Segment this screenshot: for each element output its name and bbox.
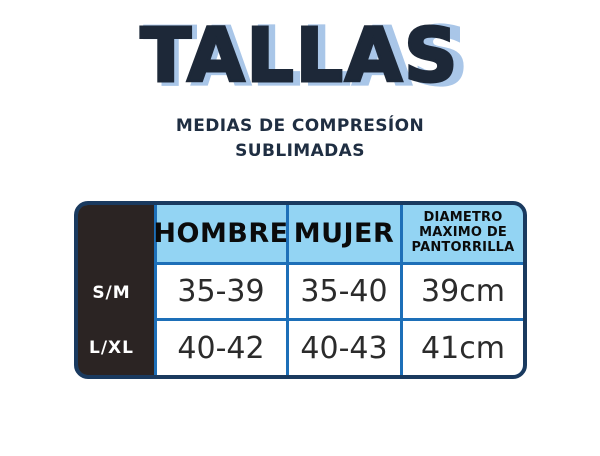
label-column-corner-cell (78, 205, 154, 265)
column-header-diametro-line: MAXIMO DE (419, 225, 507, 241)
size-chart-page: TALLAS TALLAS MEDIAS DE COMPRESÍON SUBLI… (0, 6, 600, 456)
subtitle-line-2: SUBLIMADAS (235, 140, 365, 161)
cell-lxl-mujer: 40-43 (288, 321, 400, 376)
column-header-mujer: MUJER (288, 205, 400, 263)
row-label-lxl: L/XL (89, 337, 134, 358)
cell-sm-hombre: 35-39 (156, 265, 286, 319)
page-subtitle: MEDIAS DE COMPRESÍON SUBLIMADAS (0, 114, 600, 163)
page-title-text: TALLAS (139, 12, 460, 101)
cell-sm-mujer: 35-40 (288, 265, 400, 319)
column-header-diametro-line: DIAMETRO (423, 210, 503, 226)
column-header-diametro-line: PANTORRILLA (411, 240, 515, 256)
subtitle-line-1: MEDIAS DE COMPRESÍON (175, 116, 425, 136)
page-title-shadow: TALLAS (143, 9, 470, 104)
column-header-hombre: HOMBRE (153, 205, 288, 263)
column-header-diametro: DIAMETRO MAXIMO DE PANTORRILLA (402, 205, 523, 263)
cell-lxl-diametro: 41cm (402, 321, 523, 376)
size-label-column: S/M L/XL (77, 205, 154, 376)
page-title: TALLAS TALLAS (0, 6, 600, 106)
row-label-sm: S/M (92, 282, 131, 303)
size-table: S/M L/XL HOMBRE MUJER DIAMETRO MAXIMO DE… (73, 201, 527, 380)
cell-lxl-hombre: 40-42 (156, 321, 286, 376)
cell-sm-diametro: 39cm (402, 265, 523, 319)
